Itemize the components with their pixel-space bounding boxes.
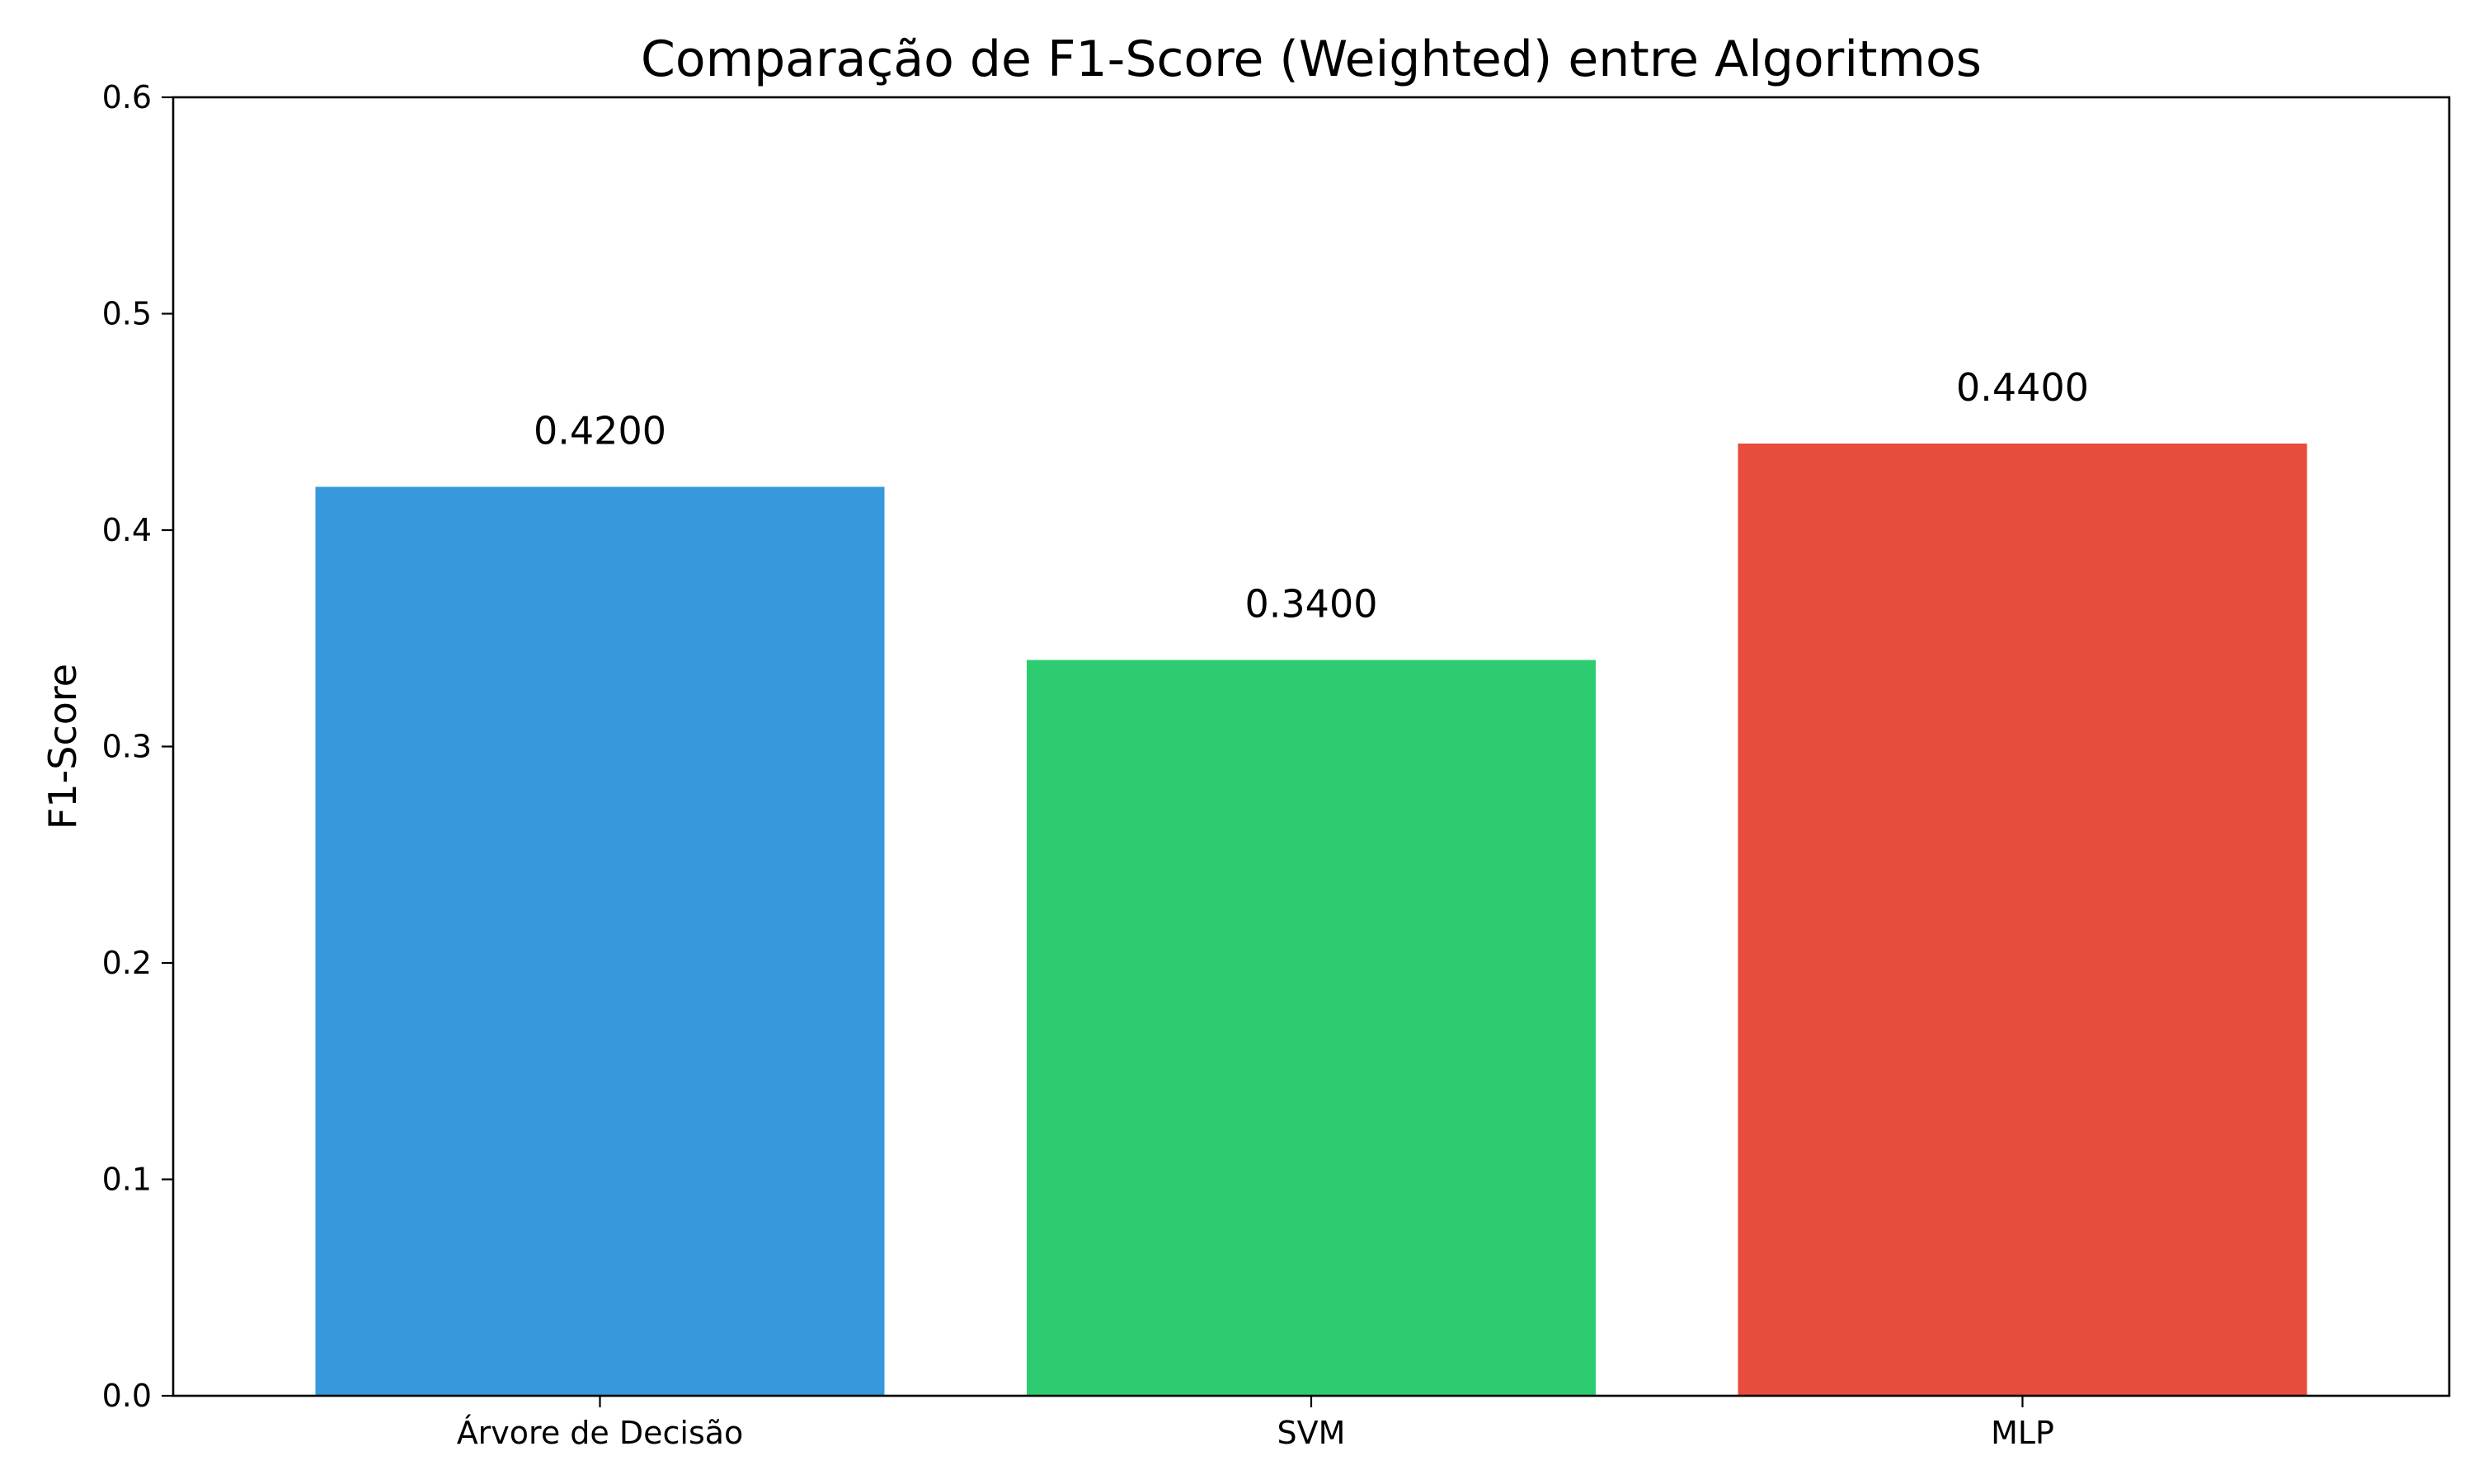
y-tick-label-2: 0.2 [102,945,152,981]
value-label-3: 0.4400 [1956,365,2089,410]
bar-2 [1027,660,1596,1396]
y-tick-label-6: 0.6 [102,79,152,115]
bars-layer [315,444,2307,1396]
y-tick-label-3: 0.3 [102,729,152,765]
chart-title: Comparação de F1-Score (Weighted) entre … [641,31,1982,88]
x-tick-label-2: SVM [1277,1415,1346,1451]
y-tick-label-5: 0.5 [102,296,152,332]
value-label-2: 0.3400 [1245,582,1378,627]
x-tick-label-3: MLP [1991,1415,2054,1451]
y-tick-label-1: 0.1 [102,1162,152,1198]
value-labels-layer: 0.4200 0.3400 0.4400 [534,365,2089,627]
bar-1 [315,486,885,1396]
bar-3 [1738,444,2307,1396]
y-axis-title: F1-Score [40,664,85,829]
y-tick-label-4: 0.4 [102,512,152,548]
value-label-1: 0.4200 [534,409,666,453]
y-axis: 0.0 0.1 0.2 0.3 0.4 0.5 0.6 [102,79,173,1414]
y-tick-label-0: 0.0 [102,1378,152,1414]
x-axis: Árvore de Decisão SVM MLP [457,1396,2054,1451]
x-tick-label-1: Árvore de Decisão [457,1415,744,1451]
